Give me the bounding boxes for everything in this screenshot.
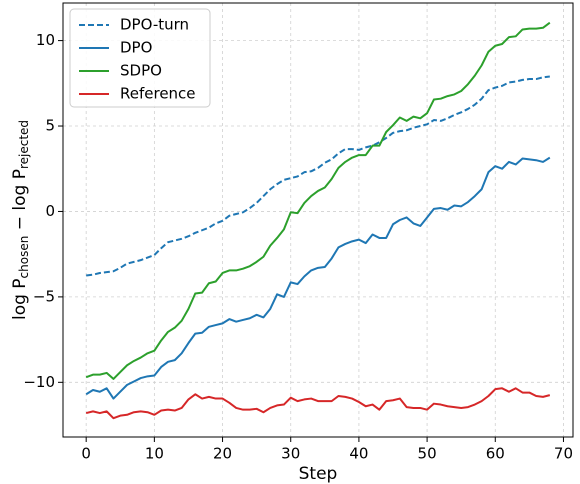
y-label-part: − log P: [10, 169, 30, 236]
x-tick-label: 50: [418, 445, 437, 463]
plot-frame: [62, 2, 574, 438]
y-tick-label: 5: [45, 117, 55, 135]
x-tick-label: 10: [145, 445, 164, 463]
y-tick-label: 10: [36, 31, 55, 49]
series-line: [85, 156, 551, 400]
x-tick-label: 0: [81, 445, 91, 463]
y-axis-label: log Pchosen − log Prejected: [10, 120, 31, 320]
x-tick-label: 30: [281, 445, 300, 463]
x-tick-label: 40: [349, 445, 368, 463]
x-tick-label: 60: [486, 445, 505, 463]
y-label-part: log P: [10, 278, 30, 320]
legend-label: Reference: [120, 85, 196, 103]
x-tick-label: 20: [213, 445, 232, 463]
series-line: [85, 21, 551, 380]
y-label-sub: rejected: [17, 120, 31, 169]
legend-label: SDPO: [120, 62, 162, 80]
y-label-sub: chosen: [17, 236, 31, 279]
y-tick-label: 0: [45, 202, 55, 220]
legend-label: DPO: [120, 39, 152, 57]
x-axis-label: Step: [299, 464, 338, 484]
y-tick-label: −10: [23, 373, 55, 391]
x-tick-label: 70: [554, 445, 573, 463]
legend-label: DPO-turn: [120, 16, 189, 34]
series-line: [86, 75, 550, 277]
legend-box: [69, 8, 211, 108]
series-line: [85, 387, 551, 420]
y-tick-label: −5: [33, 287, 55, 305]
